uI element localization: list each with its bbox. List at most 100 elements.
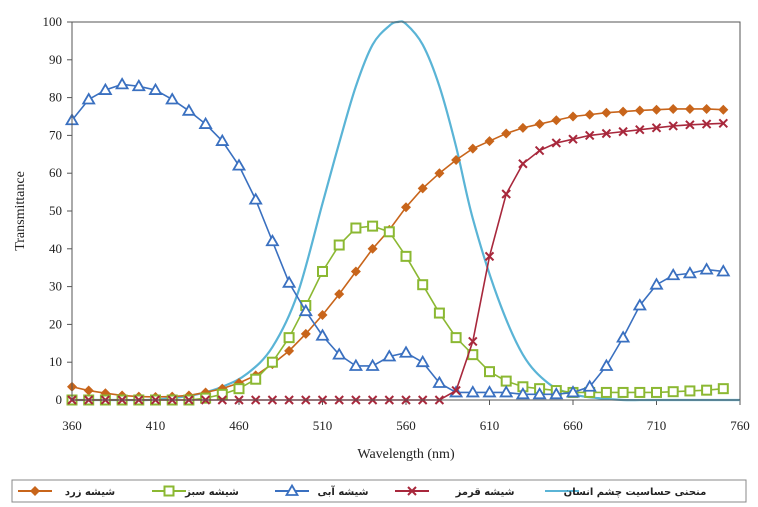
legend-entry: شیشه آبی (275, 483, 369, 498)
data-point (584, 130, 595, 141)
data-point (181, 103, 196, 116)
data-point (283, 332, 295, 344)
data-point (81, 92, 96, 105)
data-point (701, 119, 712, 129)
data-point (348, 358, 363, 371)
y-tick-label: 20 (49, 316, 62, 331)
data-point (198, 116, 213, 129)
x-tick-label: 360 (62, 418, 82, 433)
x-tick-label: 710 (647, 418, 667, 433)
data-point (468, 336, 478, 347)
data-point (601, 128, 612, 139)
x-tick-label: 560 (396, 418, 416, 433)
data-point (635, 125, 645, 135)
series-line (71, 108, 724, 398)
data-point (451, 385, 461, 396)
data-point (599, 358, 614, 371)
data-point (534, 119, 545, 130)
data-point (699, 262, 714, 275)
data-point (499, 385, 514, 398)
data-point (618, 126, 628, 137)
y-axis-title: Transmittance (13, 171, 28, 251)
data-point (582, 379, 597, 392)
series-line (72, 122, 724, 401)
data-point (482, 385, 497, 398)
x-tick-label: 610 (480, 418, 500, 433)
legend-marker (163, 485, 175, 497)
data-point (83, 385, 94, 396)
data-point (618, 106, 629, 117)
data-point (433, 307, 445, 319)
data-point (383, 226, 395, 238)
legend-label: شیشه قرمز (455, 487, 515, 498)
data-point (617, 386, 629, 398)
data-point (517, 122, 528, 133)
data-point (718, 104, 729, 115)
y-tick-label: 90 (49, 52, 62, 67)
series-blue (64, 77, 731, 400)
data-point (484, 251, 495, 262)
plot-frame (71, 21, 741, 401)
data-point (584, 109, 595, 120)
data-point (717, 383, 729, 395)
y-tick-label: 0 (56, 392, 63, 407)
data-point (684, 385, 696, 397)
data-point (515, 387, 530, 400)
data-point (634, 386, 646, 398)
data-point (667, 386, 679, 398)
data-point (649, 277, 664, 290)
data-point (365, 358, 380, 371)
series-line (71, 83, 724, 396)
data-point (432, 375, 447, 388)
y-tick-label: 50 (49, 203, 62, 218)
y-tick-label: 10 (49, 354, 62, 369)
data-point (317, 309, 328, 320)
data-point (417, 183, 428, 194)
data-point (634, 105, 645, 116)
data-point (401, 202, 411, 213)
data-point (417, 279, 429, 291)
data-point (434, 168, 445, 179)
data-point (701, 103, 712, 114)
legend-marker (30, 486, 40, 496)
data-point (668, 121, 678, 131)
data-point (551, 115, 562, 126)
data-point (367, 220, 379, 232)
data-point (350, 266, 361, 277)
data-point (200, 392, 212, 404)
data-point (248, 192, 263, 205)
legend-label: شیشه سبز (184, 487, 239, 498)
data-point (382, 349, 397, 362)
data-point (298, 303, 313, 317)
data-point (484, 366, 495, 378)
data-point (233, 383, 245, 395)
data-point (415, 354, 430, 368)
data-point (565, 385, 581, 398)
data-point (334, 289, 345, 300)
series-yellow (67, 103, 729, 402)
data-point (400, 250, 412, 262)
data-point (131, 78, 146, 92)
x-tick-label: 410 (146, 418, 166, 433)
legend-entry: منحنی حساسیت چشم انسان (545, 487, 706, 498)
series-line (72, 225, 724, 401)
data-point (333, 239, 345, 251)
data-point (165, 92, 180, 105)
series-green (66, 220, 729, 406)
data-point (551, 138, 562, 148)
legend-label: منحنی حساسیت چشم انسان (564, 487, 707, 498)
y-tick-label: 40 (49, 241, 62, 256)
data-point (450, 332, 462, 344)
data-point (451, 154, 462, 165)
data-point (215, 133, 230, 146)
data-point (549, 387, 564, 400)
legend-entry: شیشه زرد (18, 486, 115, 498)
data-point (398, 345, 414, 358)
data-point (666, 267, 681, 281)
data-point (500, 375, 512, 387)
legend-box (11, 479, 747, 503)
legend-entry: شیشه قرمز (395, 486, 515, 498)
data-point (250, 373, 262, 385)
data-point (265, 233, 280, 247)
data-point (651, 386, 662, 398)
